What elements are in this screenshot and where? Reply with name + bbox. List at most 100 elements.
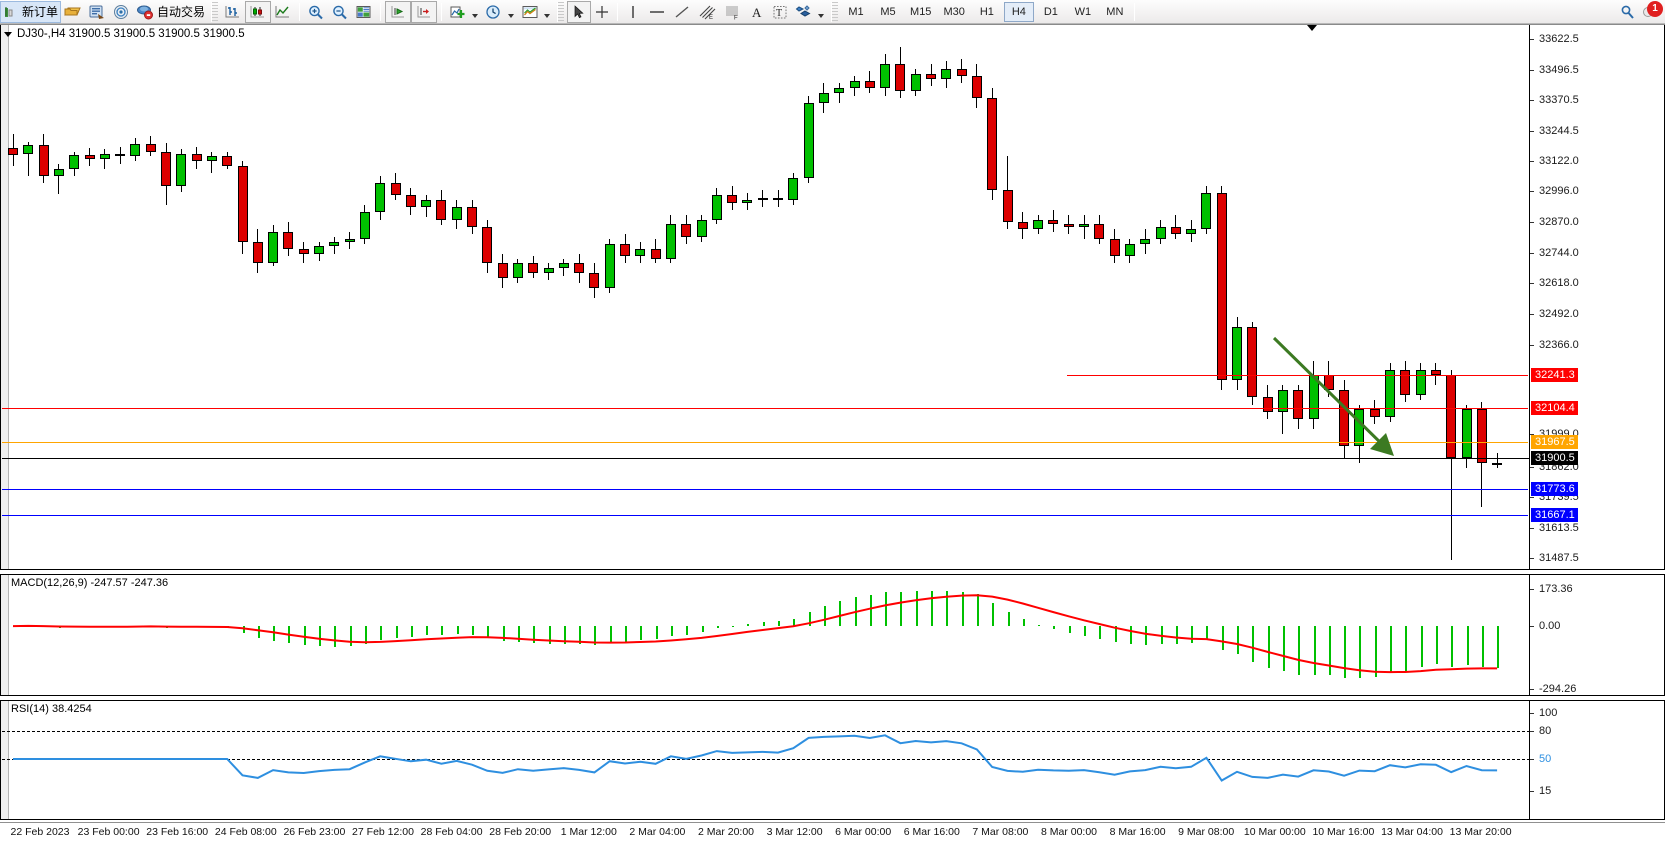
- candle-body: [1201, 192, 1212, 230]
- time-axis[interactable]: 22 Feb 2023 23 Feb 00:00 23 Feb 16:00 24 Fe…: [0, 822, 1665, 841]
- macd-pane[interactable]: MACD(12,26,9) -247.57 -247.36 173.36 0.00…: [0, 574, 1665, 696]
- tile-windows-button[interactable]: [352, 1, 376, 23]
- candle-body: [268, 231, 279, 264]
- candle-body: [589, 273, 600, 288]
- macd-histogram-bar: [1359, 626, 1362, 678]
- folder-button[interactable]: [61, 1, 85, 23]
- price-tick-label: 33122.0: [1539, 154, 1579, 167]
- price-level-tag-resistance-1[interactable]: 32241.3: [1531, 368, 1578, 383]
- macd-histogram-bar: [732, 625, 735, 627]
- chart-shift-button[interactable]: [385, 0, 412, 23]
- toolbar-grip-1[interactable]: [211, 1, 219, 22]
- alerts-button[interactable]: 1: [1641, 0, 1663, 20]
- chevron-down-icon[interactable]: [4, 31, 12, 37]
- equidistant-channel-button[interactable]: E: [694, 1, 720, 23]
- timeframe-m30[interactable]: M30: [943, 5, 965, 18]
- price-level-line-support-1[interactable]: [2, 486, 1534, 493]
- price-tick-label: 31487.5: [1539, 552, 1579, 565]
- candle: [1415, 363, 1426, 400]
- line-chart-button[interactable]: [271, 1, 295, 23]
- candle: [482, 219, 493, 274]
- crosshair-button[interactable]: [591, 1, 613, 23]
- toolbar-grip-2[interactable]: [557, 1, 565, 22]
- text-button[interactable]: A: [746, 1, 768, 23]
- candlestick-chart-button[interactable]: [245, 0, 272, 23]
- cursor-button[interactable]: [567, 0, 592, 23]
- chart-shift-icon: [389, 4, 407, 20]
- price-level-line-resistance-2[interactable]: [2, 406, 1534, 413]
- price-level-tag-support-2[interactable]: 31667.1: [1531, 507, 1578, 522]
- candle-body: [1079, 224, 1089, 227]
- timeframe-w1[interactable]: W1: [1074, 5, 1092, 18]
- timeframe-mn[interactable]: MN: [1106, 5, 1124, 18]
- search-icon[interactable]: [1619, 4, 1637, 20]
- zoom-out-button[interactable]: [328, 1, 352, 23]
- templates-icon: [521, 4, 539, 20]
- price-level-line-support-2[interactable]: [2, 512, 1534, 519]
- macd-histogram-bar: [502, 626, 505, 641]
- candle-body: [665, 224, 676, 259]
- signals-button[interactable]: [109, 1, 133, 23]
- timeframe-m5[interactable]: M5: [880, 5, 896, 18]
- indicators-dropdown-arrow[interactable]: [470, 2, 479, 22]
- candle-wick: [1496, 453, 1498, 468]
- macd-axis[interactable]: 173.36 0.00 -294.26: [1529, 575, 1664, 695]
- toolbar-grip-3[interactable]: [831, 1, 839, 22]
- terminal-button[interactable]: [85, 1, 109, 23]
- period-dropdown-arrow[interactable]: [506, 2, 515, 22]
- price-level-line-pivot[interactable]: [2, 439, 1534, 446]
- autotrading-button[interactable]: 自动交易: [133, 1, 208, 23]
- price-pane[interactable]: DJ30-,H4 31900.5 31900.5 31900.5 31900.5…: [0, 25, 1665, 570]
- price-axis[interactable]: 33622.5 33496.5 33370.5 33244.5 33122.0 32996…: [1529, 25, 1664, 569]
- auto-scroll-button[interactable]: [411, 0, 438, 23]
- price-level-tag-pivot[interactable]: 31967.5: [1531, 434, 1578, 449]
- trendline-button[interactable]: [670, 1, 694, 23]
- price-plot[interactable]: [2, 25, 1534, 569]
- candle-body: [421, 200, 432, 208]
- price-level-line-current[interactable]: [2, 457, 1530, 459]
- rsi-pane[interactable]: RSI(14) 38.4254 100 80 50 15: [0, 700, 1665, 820]
- price-level-tag-support-1[interactable]: 31773.6: [1531, 481, 1578, 496]
- candle-wick: [211, 151, 213, 174]
- candle: [1461, 404, 1472, 468]
- toolbar-right-group: 1: [1619, 0, 1665, 20]
- rsi-axis[interactable]: 100 80 50 15: [1529, 701, 1664, 819]
- horizontal-line-button[interactable]: [644, 1, 670, 23]
- zoom-in-button[interactable]: [304, 1, 328, 23]
- chart-vertical-scrollbar[interactable]: [1, 25, 9, 569]
- candle-body: [1369, 409, 1380, 417]
- price-tick-mark: [1530, 38, 1534, 40]
- bar-chart-button[interactable]: [221, 1, 245, 23]
- timeframe-d1[interactable]: D1: [1043, 5, 1058, 18]
- timeframe-h1[interactable]: H1: [979, 5, 994, 18]
- shapes-dropdown-arrow[interactable]: [816, 2, 825, 22]
- price-level-tag-resistance-2[interactable]: 32104.4: [1531, 401, 1578, 416]
- timeframe-m1[interactable]: M1: [848, 5, 864, 18]
- macd-histogram-bar: [1313, 626, 1316, 675]
- templates-button[interactable]: [518, 1, 554, 23]
- candle: [23, 141, 34, 176]
- new-order-button[interactable]: 新订单: [0, 0, 62, 23]
- period-button[interactable]: [482, 1, 518, 23]
- macd-histogram-bar: [517, 626, 520, 642]
- macd-vertical-scrollbar[interactable]: [1, 575, 9, 695]
- timeframe-m15[interactable]: M15: [910, 5, 932, 18]
- macd-histogram-bar: [242, 626, 245, 633]
- rsi-vertical-scrollbar[interactable]: [1, 701, 9, 819]
- indicators-button[interactable]: [446, 1, 482, 23]
- shapes-button[interactable]: [792, 1, 828, 23]
- timeframe-h4[interactable]: H4: [1003, 1, 1034, 22]
- rsi-line: [13, 734, 1498, 782]
- fibonacci-button[interactable]: F: [720, 1, 746, 23]
- vertical-line-button[interactable]: [622, 1, 644, 23]
- price-level-tag-current[interactable]: 31900.5: [1531, 450, 1578, 465]
- macd-histogram-bar: [778, 620, 780, 627]
- price-level-line-resistance-1[interactable]: [1067, 373, 1534, 380]
- text-label-button[interactable]: T: [768, 1, 792, 23]
- text-icon: A: [749, 4, 765, 20]
- candle-body: [497, 263, 508, 279]
- candle: [910, 68, 921, 96]
- templates-dropdown-arrow[interactable]: [542, 2, 551, 22]
- candle-body: [1385, 370, 1395, 417]
- macd-tick-label: -294.26: [1539, 683, 1577, 695]
